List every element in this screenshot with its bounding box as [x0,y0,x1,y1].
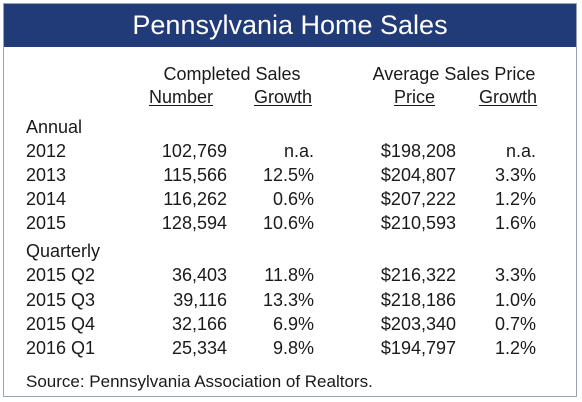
avg-price: $203,340 [380,314,456,334]
number-column-header: Number [149,87,214,107]
sales-number: 25,334 [171,338,227,358]
sales-number: 116,262 [163,189,227,209]
growth-column-header: Growth [254,87,313,107]
avg-price: $198,208 [380,141,456,161]
price-growth: 1.0% [494,290,536,310]
price-growth: n.a. [505,141,536,161]
table-title: Pennsylvania Home Sales [4,4,576,47]
price-growth: 0.7% [494,314,536,334]
completed-sales-header: Completed Sales [163,64,301,84]
price-growth: 1.2% [494,338,536,358]
sales-growth: n.a. [283,141,314,161]
row-label: 2016 Q1 [26,338,96,358]
sales-growth: 10.6% [262,213,314,233]
row-label: 2015 Q3 [26,290,96,310]
row-label: 2012 [26,141,67,161]
sales-growth: 12.5% [262,165,314,185]
price-growth: 3.3% [494,265,536,285]
price-growth: 3.3% [494,165,536,185]
sales-growth: 13.3% [262,290,314,310]
sales-number: 102,769 [161,141,227,161]
source-note: Source: Pennsylvania Association of Real… [26,372,373,391]
average-sales-price-header: Average Sales Price [372,64,536,84]
price-growth-column-header: Growth [479,87,538,107]
row-label: 2014 [26,189,67,209]
avg-price: $210,593 [380,213,456,233]
price-growth: 1.2% [494,189,536,209]
table-card: Pennsylvania Home Sales Completed Sales … [3,3,577,397]
sales-number: 39,116 [173,290,227,310]
section-label-annual: Annual [26,117,83,137]
sales-growth: 0.6% [272,189,314,209]
avg-price: $204,807 [380,165,456,185]
sales-number: 32,166 [171,314,227,334]
sales-growth: 9.8% [272,338,314,358]
avg-price: $207,222 [380,189,456,209]
sales-growth: 11.8% [264,265,314,285]
avg-price: $218,186 [380,290,456,310]
row-label: 2015 Q2 [26,265,96,285]
row-label: 2015 [26,213,67,233]
sales-number: 128,594 [161,213,227,233]
row-label: 2015 Q4 [26,314,96,334]
row-label: 2013 [26,165,67,185]
sales-number: 115,566 [163,165,227,185]
sales-growth: 6.9% [272,314,314,334]
sales-number: 36,403 [171,265,227,285]
section-label-quarterly: Quarterly [26,241,101,261]
avg-price: $194,797 [380,338,456,358]
price-column-header: Price [394,87,436,107]
avg-price: $216,322 [380,265,456,285]
price-growth: 1.6% [494,213,536,233]
